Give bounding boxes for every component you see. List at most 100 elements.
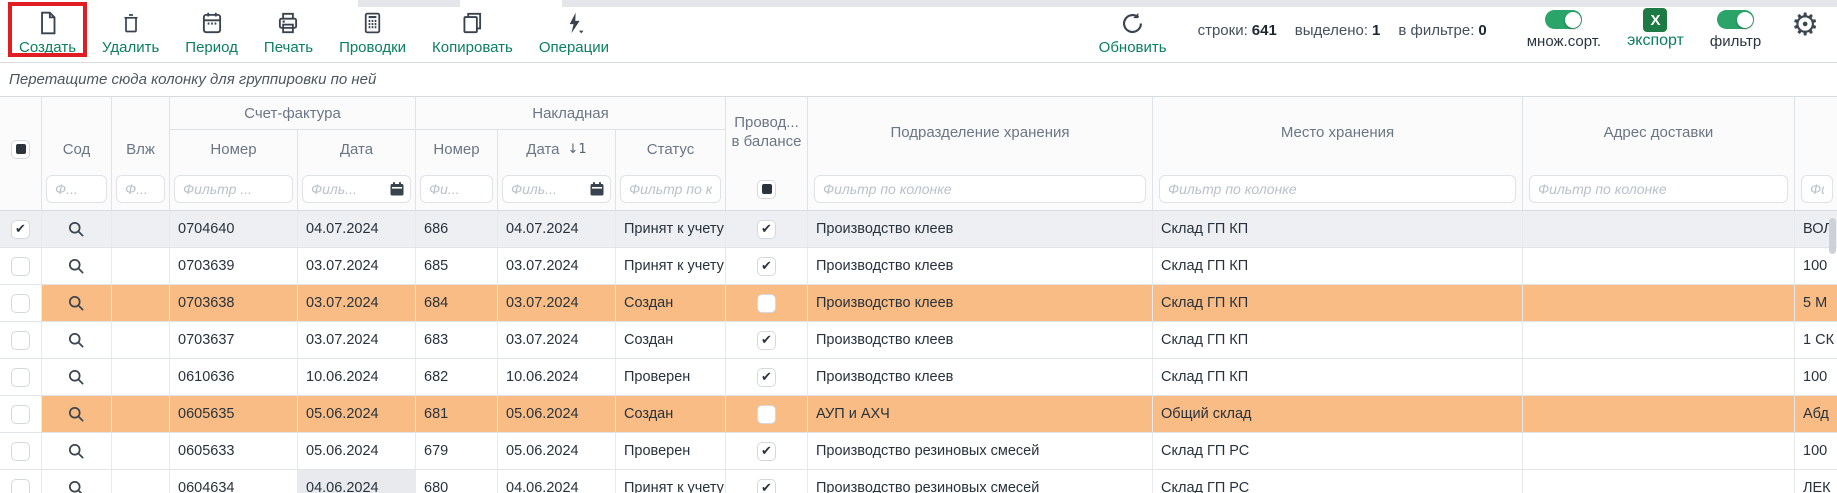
table-row[interactable]: ✔060563305.06.202467905.06.2024Проверен✔… [0,433,1837,470]
postings-button-label: Проводки [339,39,407,56]
vertical-scrollbar[interactable] [1829,218,1836,254]
magnifier-icon[interactable] [66,367,87,388]
magnifier-icon[interactable] [66,293,87,314]
waybill-number-cell: 686 [416,211,498,247]
table-row[interactable]: ✔070363703.07.202468303.07.2024Создан✔Пр… [0,322,1837,359]
balance-filter-checkbox[interactable] [757,179,776,199]
column-header-department[interactable]: Подразделение хранения [808,97,1153,168]
balance-checkbox[interactable]: ✔ [757,441,776,461]
filter-input-invoice-number[interactable] [174,175,293,203]
balance-checkbox[interactable]: ✔ [757,478,776,493]
filter-toggle[interactable]: фильтр [1710,10,1761,50]
row-checkbox[interactable]: ✔ [11,293,30,313]
balance-checkbox[interactable]: ✔ [757,330,776,350]
filter-input-status[interactable] [620,175,721,203]
filter-input-department[interactable] [814,175,1146,203]
print-button[interactable]: Печать [251,0,326,62]
place-cell: Склад ГП КП [1153,211,1523,247]
department-cell: Производство клеев [808,322,1153,358]
row-checkbox[interactable]: ✔ [11,441,30,461]
row-checkbox[interactable]: ✔ [11,367,30,387]
column-header-place[interactable]: Место хранения [1153,97,1523,168]
column-header-vlj[interactable]: Влж [112,130,170,168]
refresh-button[interactable]: Обновить [1086,0,1180,56]
balance-checkbox[interactable]: ✔ [757,404,776,424]
invoice-date-cell: 04.07.2024 [298,211,416,247]
extra-cell: 100 [1803,443,1828,459]
settings-gear-icon[interactable]: ⚙ [1791,7,1819,43]
table-header: Счет-фактура Накладная Сод Влж Номер Дат… [0,97,1837,211]
select-all-checkbox[interactable] [11,139,30,159]
toggle-track[interactable] [1717,10,1755,29]
magnifier-icon[interactable] [66,404,87,425]
row-checkbox[interactable]: ✔ [11,256,30,276]
table-row[interactable]: ✔060563505.06.202468105.06.2024Создан✔АУ… [0,396,1837,433]
department-cell: Производство резиновых смесей [808,433,1153,469]
attachment-cell [112,211,170,247]
filter-cell-waybill-number [416,168,498,210]
period-button[interactable]: Период [172,0,251,62]
column-header-waybill-number[interactable]: Номер [416,130,498,168]
column-header-extra[interactable] [1795,97,1837,168]
department-cell: Производство клеев [808,248,1153,284]
filter-input-vlj[interactable] [116,175,165,203]
copy-button[interactable]: Копировать [419,0,526,62]
postings-button[interactable]: Проводки [326,0,419,62]
row-checkbox[interactable]: ✔ [11,404,30,424]
waybill-number-cell: 683 [416,322,498,358]
row-select-cell: ✔ [0,470,42,493]
invoice-date-cell: 04.06.2024 [298,470,416,493]
column-header-sod[interactable]: Сод [42,130,112,168]
column-header-address[interactable]: Адрес доставки [1523,97,1795,168]
invoice-number-cell: 0703637 [170,322,298,358]
stat-rows-value: 641 [1251,22,1277,39]
filter-cell-invoice-date [298,168,416,210]
column-header-invoice-number[interactable]: Номер [170,130,298,168]
balance-checkbox[interactable]: ✔ [757,219,776,239]
row-checkbox[interactable]: ✔ [11,330,30,350]
filter-input-sod[interactable] [46,175,107,203]
filter-cell-vlj [112,168,170,210]
column-group-invoice[interactable]: Счет-фактура [170,97,416,130]
balance-checkbox[interactable]: ✔ [757,293,776,313]
filter-input-extra[interactable] [1801,175,1833,203]
export-button[interactable]: X экспорт [1627,8,1684,50]
multisort-toggle[interactable]: множ.сорт. [1527,10,1601,50]
stat-rows: строки: 641 [1197,22,1277,39]
filter-input-waybill-number[interactable] [420,175,493,203]
status-cell: Принят к учету [616,248,726,284]
row-checkbox[interactable]: ✔ [11,478,30,493]
place-cell: Склад ГП РС [1153,470,1523,493]
attachment-cell [112,470,170,493]
waybill-date-cell: 03.07.2024 [498,322,616,358]
balance-checkbox[interactable]: ✔ [757,256,776,276]
column-header-invoice-date[interactable]: Дата [298,130,416,168]
waybill-number-cell: 684 [416,285,498,321]
filter-input-address[interactable] [1529,175,1788,203]
magnifier-icon[interactable] [66,478,87,493]
column-group-waybill[interactable]: Накладная [416,97,726,130]
toggle-track[interactable] [1545,10,1583,29]
filter-input-invoice-date[interactable] [302,175,411,203]
row-checkbox[interactable]: ✔ [11,219,30,239]
filter-input-waybill-date[interactable] [502,175,611,203]
magnifier-icon[interactable] [66,330,87,351]
table-row[interactable]: ✔061063610.06.202468210.06.2024Проверен✔… [0,359,1837,396]
magnifier-icon[interactable] [66,256,87,277]
balance-checkbox[interactable]: ✔ [757,367,776,387]
magnifier-icon[interactable] [66,441,87,462]
table-row[interactable]: ✔070363803.07.202468403.07.2024Создан✔Пр… [0,285,1837,322]
create-button[interactable]: Создать [6,0,89,62]
column-header-status[interactable]: Статус [616,130,726,168]
table-row[interactable]: ✔ 0704640 04.07.2024 686 04.07.2024 Принят к … [0,211,1837,248]
magnifier-icon[interactable] [66,219,87,240]
filter-input-place[interactable] [1159,175,1516,203]
delete-button[interactable]: Удалить [89,0,172,62]
invoice-number-cell: 0605635 [170,396,298,432]
operations-button[interactable]: Операции [526,0,622,62]
column-header-balance[interactable]: Провод... в балансе [726,97,808,168]
column-header-waybill-date[interactable]: Дата ↓1 [498,130,616,168]
group-by-bar[interactable]: Перетащите сюда колонку для группировки … [0,62,1837,97]
